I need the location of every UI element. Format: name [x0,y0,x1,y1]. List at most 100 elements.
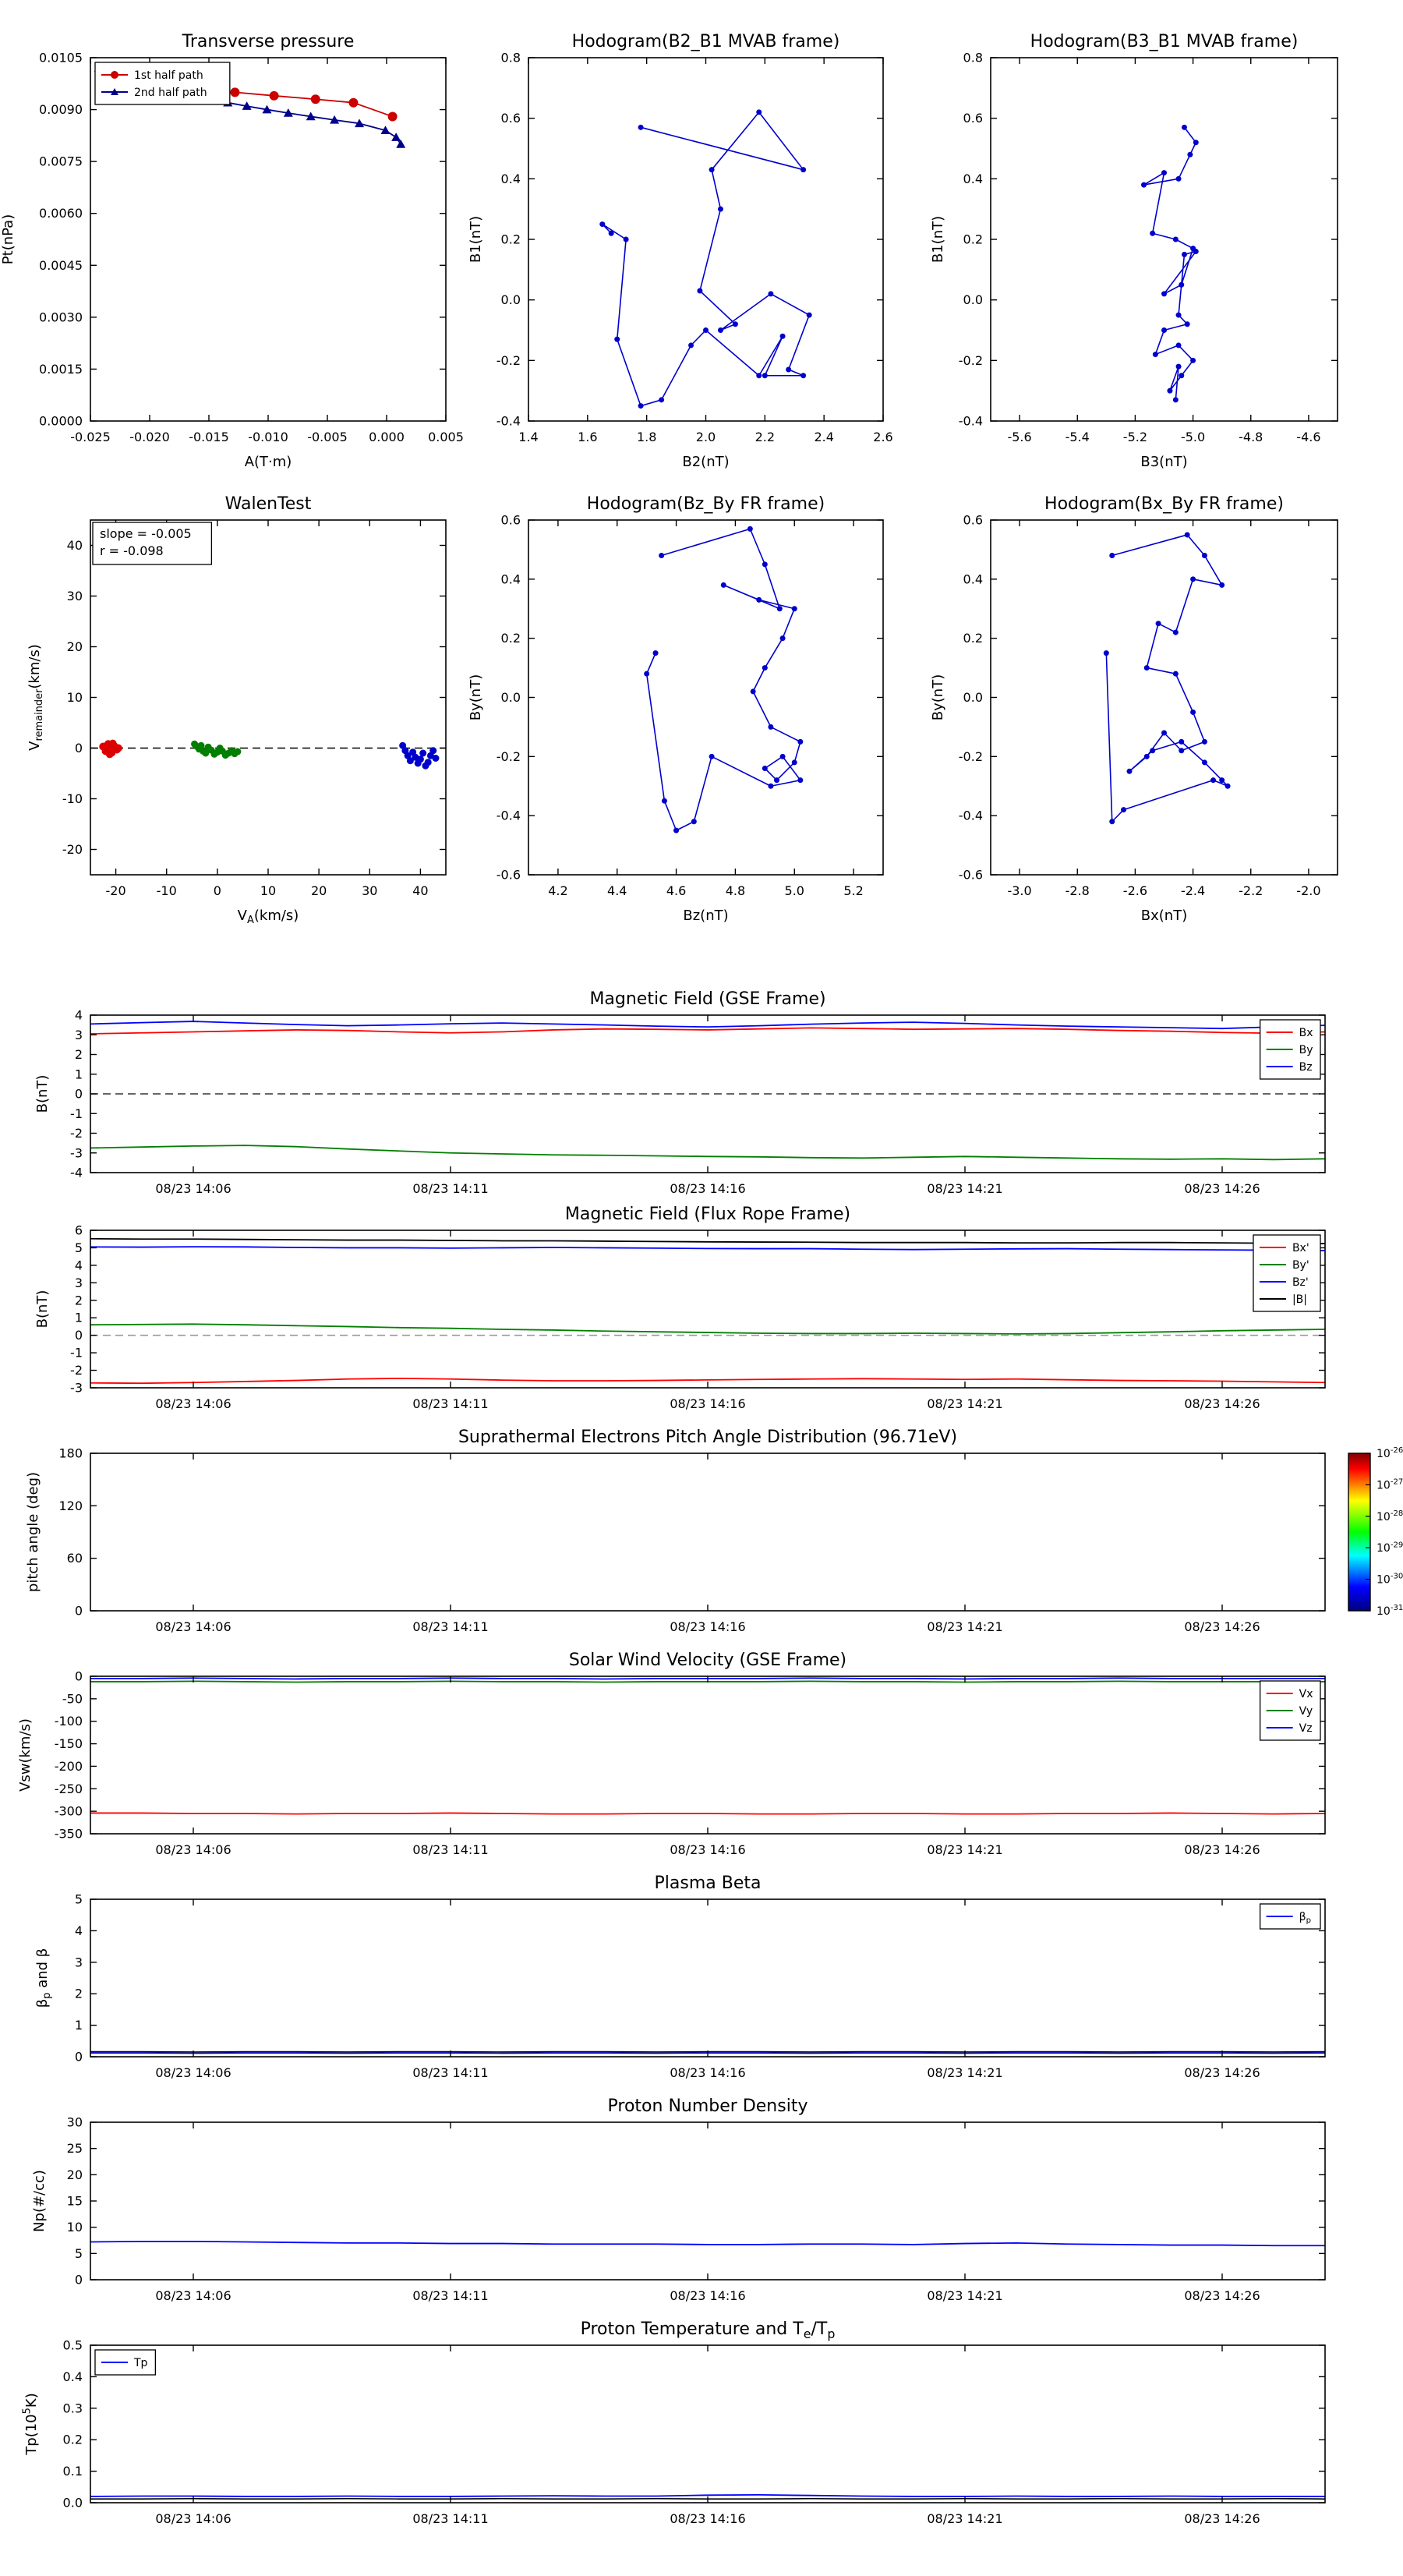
svg-text:08/23 14:11: 08/23 14:11 [412,1619,488,1634]
svg-text:0.0030: 0.0030 [39,310,83,324]
svg-text:10-31: 10-31 [1376,1604,1403,1618]
svg-text:08/23 14:26: 08/23 14:26 [1184,2511,1260,2526]
plot-area-hodogram-bzby [644,526,803,833]
axes-box [90,1230,1325,1388]
svg-text:Magnetic Field (GSE Frame): Magnetic Field (GSE Frame) [589,989,825,1009]
svg-text:5: 5 [75,1240,83,1255]
series-By [90,1145,1325,1159]
svg-text:2.4: 2.4 [814,430,833,444]
svg-text:08/23 14:11: 08/23 14:11 [412,2511,488,2526]
legend: Tp [95,2350,155,2375]
svg-text:08/23 14:26: 08/23 14:26 [1184,1396,1260,1411]
svg-text:slope = -0.005: slope = -0.005 [100,526,192,541]
svg-text:-100: -100 [55,1714,83,1729]
svg-text:3: 3 [75,1955,83,1969]
svg-text:3: 3 [75,1276,83,1290]
svg-text:Transverse pressure: Transverse pressure [182,32,355,51]
svg-text:-2.8: -2.8 [1066,883,1090,898]
svg-text:2: 2 [75,1293,83,1307]
svg-text:-0.6: -0.6 [497,868,521,883]
svg-text:0.6: 0.6 [963,111,983,126]
svg-text:08/23 14:16: 08/23 14:16 [670,1396,745,1411]
svg-text:08/23 14:16: 08/23 14:16 [670,1181,745,1196]
svg-text:-10: -10 [62,791,83,806]
svg-text:2nd half path: 2nd half path [134,87,207,99]
series-hodogram [603,112,809,406]
svg-text:0.0045: 0.0045 [39,258,83,273]
svg-text:Proton Number Density: Proton Number Density [608,2097,808,2116]
svg-text:08/23 14:26: 08/23 14:26 [1184,2288,1260,2303]
svg-text:08/23 14:06: 08/23 14:06 [155,2511,231,2526]
svg-text:0: 0 [75,1604,83,1619]
axes-box [991,58,1338,421]
svg-text:-200: -200 [55,1759,83,1774]
axes-ticks: -5.6-5.4-5.2-5.0-4.8-4.6-0.4-0.20.00.20.… [959,51,1338,445]
svg-text:10: 10 [67,690,83,705]
plot-area-walen-test [90,740,446,770]
svg-text:-5.4: -5.4 [1066,430,1090,444]
svg-text:Plasma Beta: Plasma Beta [655,1874,762,1893]
svg-text:-0.005: -0.005 [307,430,348,444]
svg-text:08/23 14:21: 08/23 14:21 [927,1842,1002,1857]
svg-text:Bz: Bz [1299,1061,1313,1074]
svg-text:Hodogram(B2_B1 MVAB frame): Hodogram(B2_B1 MVAB frame) [572,32,840,51]
svg-text:30: 30 [67,2115,83,2130]
svg-text:A(T·m): A(T·m) [245,454,292,470]
svg-text:-2.4: -2.4 [1181,883,1205,898]
svg-text:Pt(nPa): Pt(nPa) [0,214,16,264]
svg-text:08/23 14:26: 08/23 14:26 [1184,1619,1260,1634]
svg-text:08/23 14:11: 08/23 14:11 [412,1396,488,1411]
series-Bz' [90,1247,1325,1251]
svg-text:08/23 14:16: 08/23 14:16 [670,1842,745,1857]
svg-text:-3: -3 [70,1145,83,1160]
svg-text:10-29: 10-29 [1376,1541,1403,1555]
svg-text:B3(nT): B3(nT) [1140,454,1187,470]
svg-text:08/23 14:11: 08/23 14:11 [412,2065,488,2080]
svg-text:0.0: 0.0 [963,690,983,705]
svg-text:1.6: 1.6 [578,430,597,444]
series-hodogram [647,529,800,830]
svg-text:0: 0 [75,1328,83,1343]
svg-text:08/23 14:11: 08/23 14:11 [412,1842,488,1857]
svg-text:-4: -4 [70,1166,83,1180]
svg-text:08/23 14:26: 08/23 14:26 [1184,1181,1260,1196]
svg-text:10-26: 10-26 [1376,1446,1403,1460]
svg-text:10: 10 [67,2220,83,2235]
svg-text:-20: -20 [106,883,126,898]
svg-text:2: 2 [75,1047,83,1062]
axes-box [90,520,446,875]
svg-text:B(nT): B(nT) [34,1290,51,1329]
svg-text:-0.6: -0.6 [959,868,983,883]
plot-area-proton-density [90,2242,1325,2245]
plot-area-mag-fr [90,1239,1325,1383]
svg-text:6: 6 [75,1223,83,1238]
svg-text:Hodogram(Bx_By FR frame): Hodogram(Bx_By FR frame) [1044,494,1284,514]
svg-text:2.6: 2.6 [873,430,892,444]
svg-text:4: 4 [75,1923,83,1938]
svg-text:20: 20 [67,2167,83,2182]
svg-text:Bx(nT): Bx(nT) [1141,908,1187,924]
svg-text:Hodogram(B3_B1 MVAB frame): Hodogram(B3_B1 MVAB frame) [1030,32,1299,51]
svg-text:0.0105: 0.0105 [39,51,83,65]
svg-text:4.8: 4.8 [726,883,745,898]
svg-text:08/23 14:06: 08/23 14:06 [155,2065,231,2080]
svg-text:Proton Temperature and Te/Tp: Proton Temperature and Te/Tp [581,2319,836,2341]
svg-text:08/23 14:21: 08/23 14:21 [927,1619,1002,1634]
svg-text:-4.6: -4.6 [1296,430,1320,444]
series-|B| [90,1239,1325,1244]
svg-text:r = -0.098: r = -0.098 [100,543,164,558]
svg-text:08/23 14:26: 08/23 14:26 [1184,1842,1260,1857]
svg-text:pitch angle (deg): pitch angle (deg) [25,1472,41,1592]
